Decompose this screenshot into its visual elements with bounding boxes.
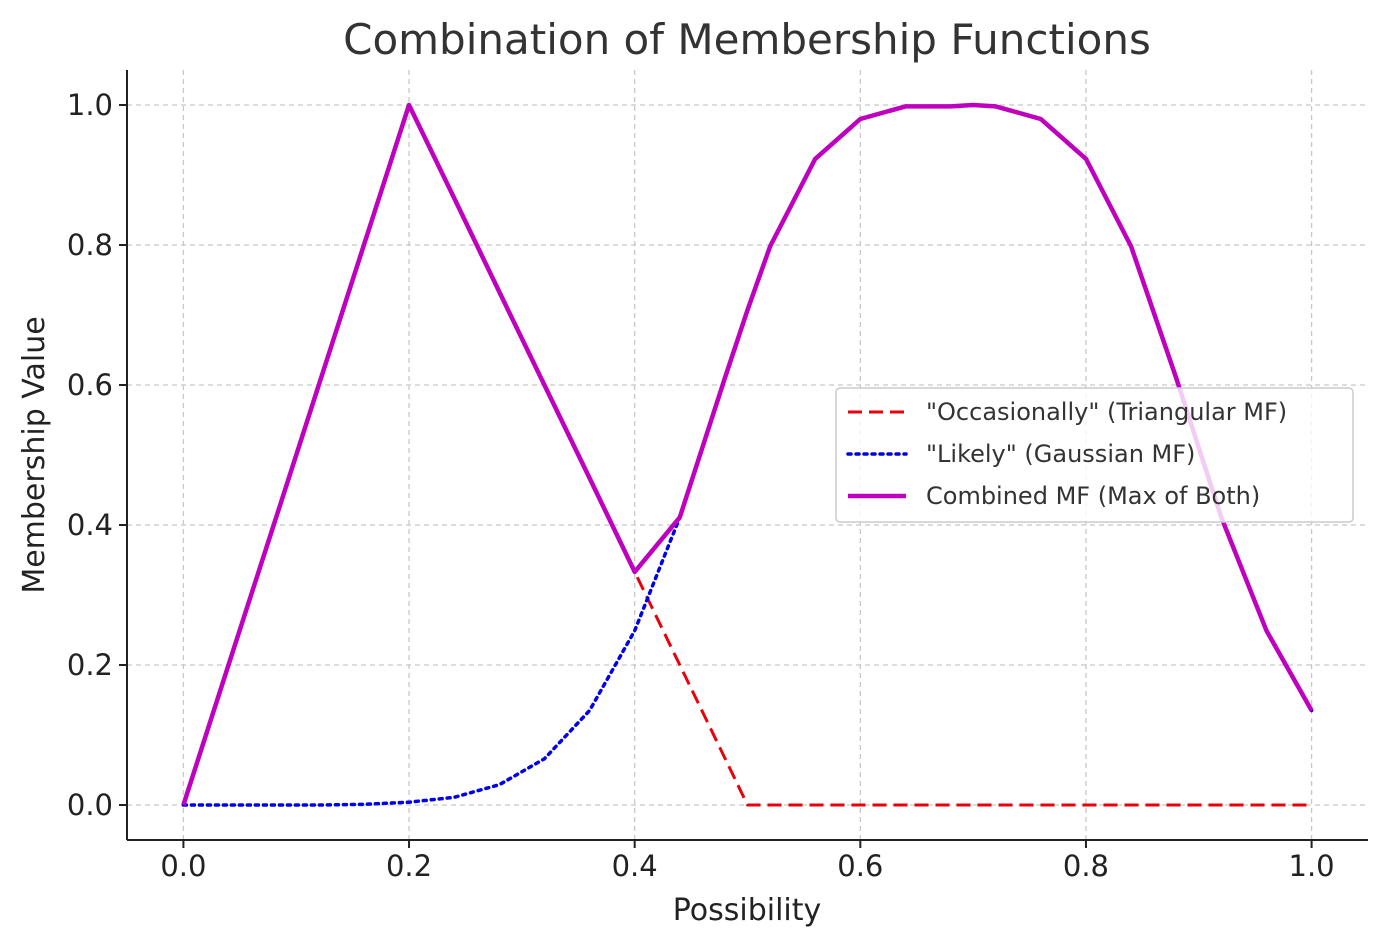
x-axis-label: Possibility	[673, 893, 822, 928]
y-tick-label: 0.4	[67, 508, 113, 542]
series-lines	[181, 102, 1314, 807]
legend-label-2: "Likely" (Gaussian MF)	[926, 440, 1195, 468]
legend-label-3: Combined MF (Max of Both)	[926, 482, 1260, 510]
y-tick-label: 1.0	[67, 88, 113, 122]
x-tick-label: 0.4	[612, 849, 658, 883]
x-tick-label: 0.8	[1063, 849, 1109, 883]
y-tick-label: 0.8	[67, 228, 113, 262]
legend-box	[835, 387, 1354, 523]
x-tick-label: 0.2	[386, 849, 432, 883]
axes	[126, 70, 1368, 841]
chart-title: Combination of Membership Functions	[343, 15, 1151, 64]
x-tick-label: 0.6	[837, 849, 883, 883]
x-tick-label: 0.0	[160, 849, 206, 883]
tick-marks: 0.0 0.2 0.4 0.6 0.8 1.0 0.0 0.2 0.4 0.6 0.8 1.0	[67, 88, 1335, 883]
x-tick-label: 1.0	[1289, 849, 1335, 883]
legend-label-1: "Occasionally" (Triangular MF)	[926, 398, 1287, 426]
y-axis-label: Membership Value	[17, 316, 52, 593]
series-line-3	[181, 102, 1314, 806]
y-tick-label: 0.6	[67, 368, 113, 402]
y-tick-label: 0.2	[67, 648, 113, 682]
y-tick-label: 0.0	[67, 788, 113, 822]
legend: "Occasionally" (Triangular MF) "Likely" (…	[835, 387, 1354, 523]
